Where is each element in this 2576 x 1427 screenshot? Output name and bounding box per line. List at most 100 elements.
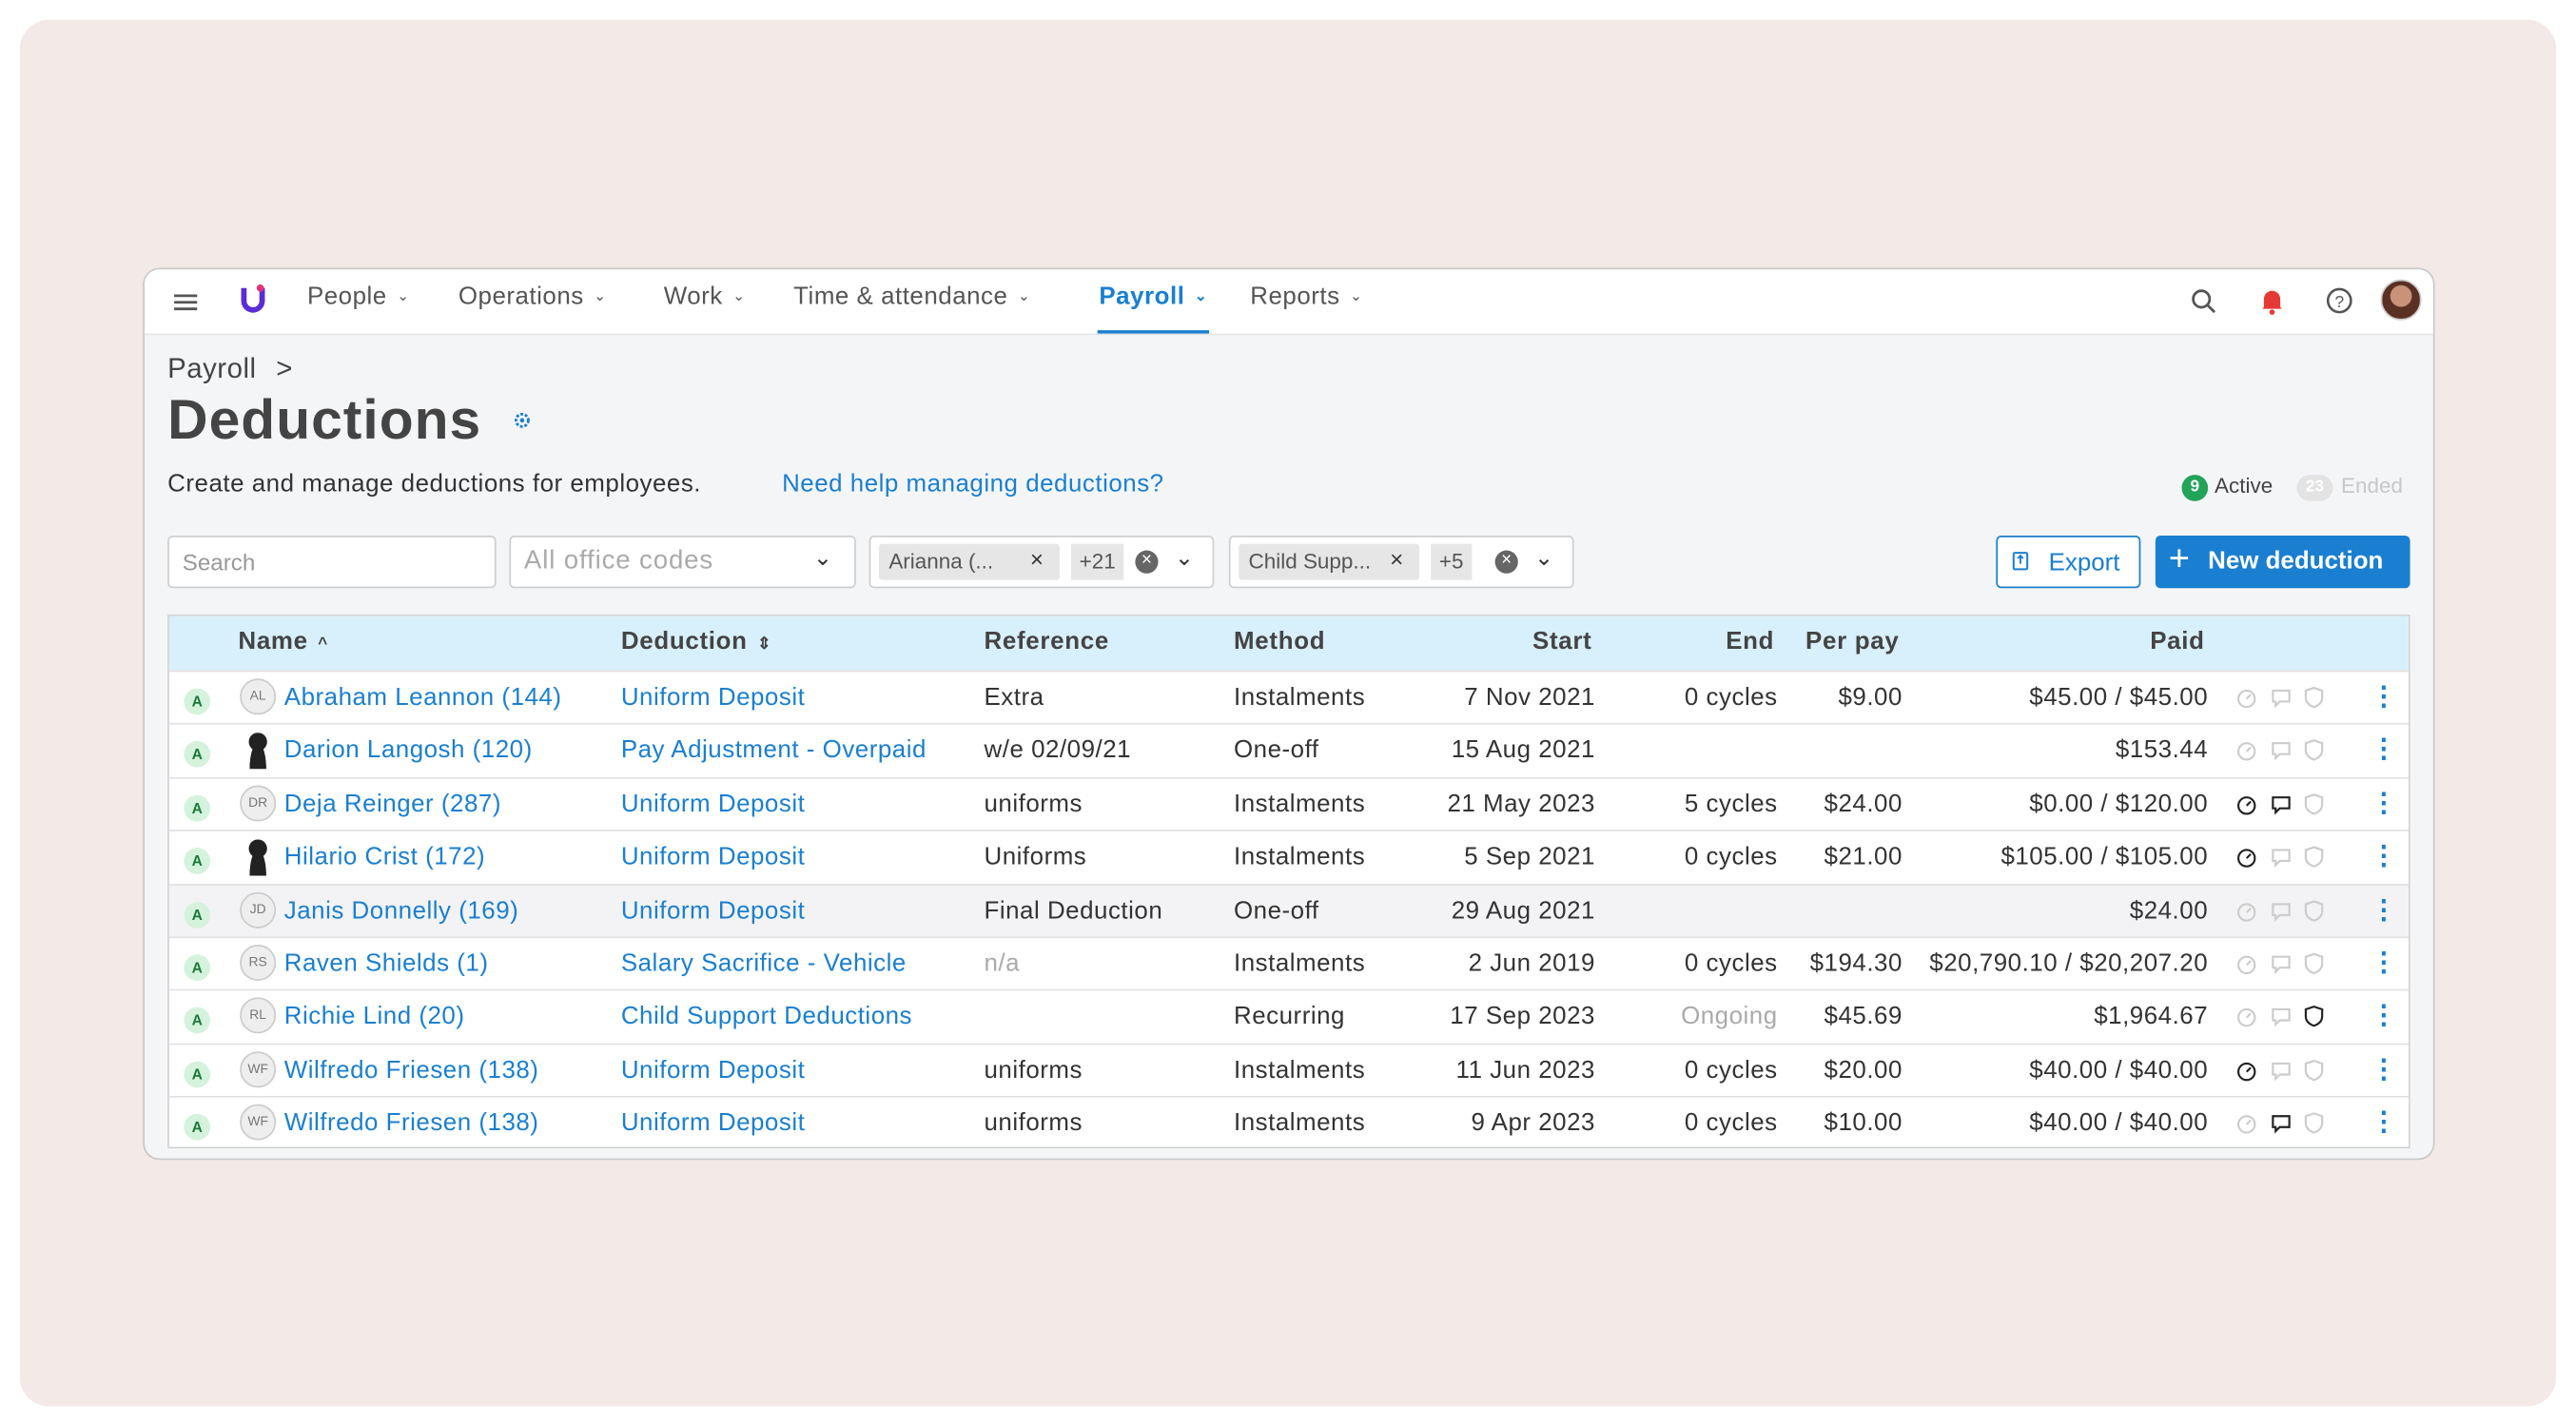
employee-link[interactable]: Darion Langosh (120): [283, 736, 533, 765]
deduction-cell[interactable]: Uniform Deposit: [620, 843, 806, 871]
row-action-icon[interactable]: [2302, 1058, 2327, 1083]
sort-icon: ^: [318, 635, 328, 655]
employee-link[interactable]: Abraham Leannon (144): [283, 683, 562, 712]
row-menu[interactable]: ⋮: [2371, 843, 2397, 871]
settings-icon[interactable]: [513, 411, 537, 436]
row-action-icon[interactable]: [2234, 792, 2259, 816]
row-action-icon[interactable]: [2302, 845, 2327, 870]
deduction-cell[interactable]: Salary Sacrifice - Vehicle: [620, 949, 907, 978]
row-action-icon[interactable]: [2268, 738, 2293, 763]
chip-remove[interactable]: ×: [1029, 545, 1044, 573]
row-menu[interactable]: ⋮: [2371, 736, 2397, 765]
avatar-silhouette: [246, 839, 270, 876]
row-action-icon[interactable]: [2268, 898, 2293, 923]
nav-item[interactable]: Operations ⌄: [458, 283, 607, 311]
row-menu[interactable]: ⋮: [2371, 1109, 2397, 1138]
method-cell: Instalments: [1234, 683, 1366, 712]
more-chip: +5: [1431, 543, 1473, 580]
help-link[interactable]: Need help managing deductions?: [782, 469, 1164, 498]
nav-item[interactable]: Time & attendance ⌄: [793, 283, 1031, 311]
employee-link[interactable]: Raven Shields (1): [283, 949, 489, 978]
method-cell: Recurring: [1234, 1003, 1345, 1031]
row-menu[interactable]: ⋮: [2371, 683, 2397, 712]
search-icon[interactable]: [2188, 286, 2217, 316]
new-deduction-button[interactable]: New deduction: [2155, 536, 2410, 589]
row-action-icon[interactable]: [2268, 845, 2293, 870]
row-action-icon[interactable]: [2302, 685, 2327, 710]
employee-link[interactable]: Wilfredo Friesen (138): [283, 1056, 539, 1085]
breadcrumb[interactable]: Payroll >: [167, 353, 293, 385]
row-action-icon[interactable]: [2302, 1111, 2327, 1136]
row-action-icon[interactable]: [2302, 898, 2327, 923]
employee-link[interactable]: Janis Donnelly (169): [283, 896, 519, 925]
office-codes-select[interactable]: All office codes: [509, 536, 856, 589]
active-label[interactable]: Active: [2215, 473, 2274, 498]
row-action-icon[interactable]: [2234, 1111, 2259, 1136]
ended-count: 23: [2296, 475, 2333, 501]
clear-button[interactable]: ×: [1494, 550, 1518, 574]
row-action-icon[interactable]: [2268, 1111, 2293, 1136]
row-action-icon[interactable]: [2234, 951, 2259, 976]
row-action-icon[interactable]: [2234, 898, 2259, 923]
column-header[interactable]: Name ^: [238, 627, 328, 656]
row-action-icon[interactable]: [2234, 845, 2259, 870]
row-action-icon[interactable]: [2268, 951, 2293, 976]
nav-item[interactable]: Work ⌄: [663, 283, 746, 311]
table-row: A DR Deja Reinger (287) Uniform Deposit unif…: [168, 776, 2409, 831]
nav-item[interactable]: Payroll ⌄: [1099, 283, 1208, 311]
deduction-cell[interactable]: Child Support Deductions: [620, 1003, 913, 1031]
deduction-cell[interactable]: Uniform Deposit: [620, 1109, 806, 1138]
reference-cell: uniforms: [984, 1109, 1083, 1138]
per-pay-cell: $194.30: [1809, 949, 1903, 978]
row-action-icon[interactable]: [2302, 738, 2327, 763]
row-menu[interactable]: ⋮: [2371, 1056, 2397, 1085]
clear-button[interactable]: ×: [1135, 550, 1159, 574]
employee-link[interactable]: Deja Reinger (287): [283, 790, 501, 818]
per-pay-cell: $24.00: [1824, 790, 1903, 818]
row-action-icon[interactable]: [2234, 685, 2259, 710]
row-action-icon[interactable]: [2268, 792, 2293, 816]
search-input[interactable]: Search: [167, 536, 497, 589]
row-action-icon[interactable]: [2302, 1005, 2327, 1029]
filter-chip[interactable]: Child Supp...: [1239, 543, 1420, 580]
row-action-icon[interactable]: [2268, 1058, 2293, 1083]
row-action-icon[interactable]: [2268, 685, 2293, 710]
row-menu[interactable]: ⋮: [2371, 790, 2397, 818]
end-cell: 0 cycles: [1684, 949, 1778, 978]
column-header[interactable]: Deduction ⇕: [620, 627, 772, 656]
deduction-cell[interactable]: Pay Adjustment - Overpaid: [620, 736, 927, 765]
deduction-cell[interactable]: Uniform Deposit: [620, 896, 806, 925]
menu-button[interactable]: [171, 287, 201, 317]
row-action-icon[interactable]: [2302, 951, 2327, 976]
chip-remove[interactable]: ×: [1390, 545, 1404, 573]
filter-chip[interactable]: Arianna (...: [878, 543, 1060, 580]
employee-link[interactable]: Hilario Crist (172): [283, 843, 486, 871]
per-pay-cell: $45.69: [1824, 1003, 1903, 1031]
row-action-icon[interactable]: [2268, 1005, 2293, 1029]
row-action-icon[interactable]: [2234, 1058, 2259, 1083]
nav-item[interactable]: Reports ⌄: [1250, 283, 1363, 311]
notifications-icon[interactable]: [2257, 286, 2287, 316]
start-cell: 17 Sep 2023: [1450, 1003, 1595, 1031]
row-action-icon[interactable]: [2234, 738, 2259, 763]
employee-link[interactable]: Wilfredo Friesen (138): [283, 1109, 539, 1138]
row-action-icon[interactable]: [2234, 1005, 2259, 1029]
deduction-cell[interactable]: Uniform Deposit: [620, 683, 806, 712]
row-action-icon[interactable]: [2302, 792, 2327, 816]
reference-cell: uniforms: [984, 790, 1083, 818]
employee-link[interactable]: Richie Lind (20): [283, 1003, 465, 1031]
ended-label[interactable]: Ended: [2341, 473, 2403, 498]
reference-cell: uniforms: [984, 1056, 1083, 1085]
nav-item[interactable]: People ⌄: [306, 283, 410, 311]
row-menu[interactable]: ⋮: [2371, 1003, 2397, 1031]
row-menu[interactable]: ⋮: [2371, 949, 2397, 978]
user-avatar[interactable]: [2380, 279, 2422, 321]
start-cell: 11 Jun 2023: [1455, 1056, 1595, 1085]
start-cell: 2 Jun 2019: [1468, 949, 1595, 978]
deduction-cell[interactable]: Uniform Deposit: [620, 790, 806, 818]
help-icon[interactable]: ?: [2325, 286, 2354, 316]
reference-cell: n/a: [984, 949, 1021, 978]
icon-svg: [2271, 742, 2290, 762]
row-menu[interactable]: ⋮: [2371, 896, 2397, 925]
deduction-cell[interactable]: Uniform Deposit: [620, 1056, 806, 1085]
